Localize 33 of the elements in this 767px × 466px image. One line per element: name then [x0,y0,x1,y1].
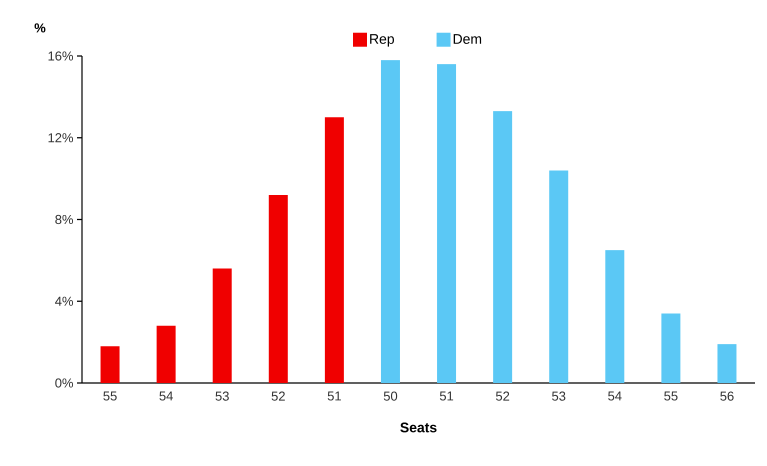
x-tick-label: 55 [664,392,678,401]
y-tick-label: 0% [55,378,74,388]
y-tick-label: 16% [48,51,74,61]
bar [212,268,232,383]
x-tick-label: 52 [272,392,285,401]
legend-label: Dem [454,34,482,44]
x-tick-label: 54 [608,392,622,401]
bar [717,344,736,383]
bar [156,326,176,383]
bar [268,194,288,383]
bar [661,314,680,383]
y-tick-label: 8% [55,214,74,224]
x-tick-label: 53 [552,392,566,401]
y-tick-label: 4% [55,296,74,306]
x-tick-label: 55 [103,392,117,401]
y-tick-label: 12% [48,133,74,142]
bar [605,250,624,383]
bar [437,64,456,383]
x-tick-label: 50 [384,392,398,401]
y-axis-title: % [34,23,46,32]
bar [100,346,120,383]
x-tick-label: 54 [159,392,173,401]
legend-label: Rep [370,34,394,47]
x-tick-label: 51 [440,392,454,401]
x-tick-label: 56 [720,392,734,401]
bar [549,170,568,383]
bar [493,111,512,383]
x-axis-title: Seats [400,422,437,432]
x-tick-label: 53 [216,392,229,401]
bar [324,117,344,383]
x-tick-label: 52 [496,392,510,401]
bar [380,60,400,383]
x-tick-label: 51 [328,392,341,401]
